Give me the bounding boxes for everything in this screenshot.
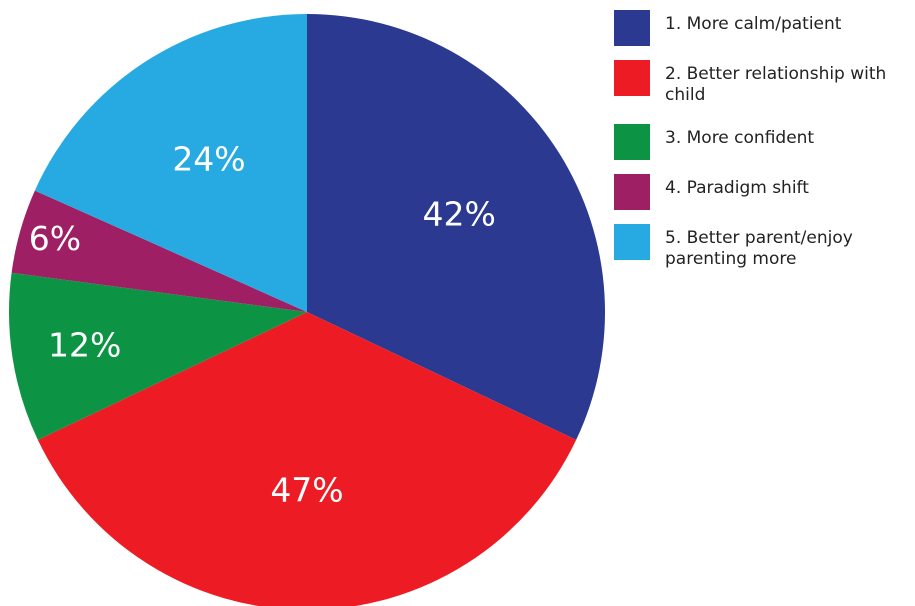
legend-item-confident: 3. More confident: [614, 124, 914, 174]
pie-label-calm: 42%: [423, 194, 496, 233]
pie-slice-confident: [9, 272, 307, 440]
legend-label-better-parent: 5. Better parent/enjoy parenting more: [665, 228, 853, 269]
legend-swatch-confident: [614, 124, 650, 160]
pie-label-relationship: 47%: [270, 471, 343, 510]
pie-label-confident: 12%: [48, 325, 121, 364]
pie-label-paradigm: 6%: [29, 219, 81, 258]
legend-swatch-relationship: [614, 60, 650, 96]
pie-slices: [9, 14, 606, 606]
legend-label-paradigm: 4. Paradigm shift: [665, 178, 809, 198]
legend-label-calm: 1. More calm/patient: [665, 14, 842, 34]
pie-slice-better-parent: [34, 14, 308, 312]
legend-label-relationship: 2. Better relationship with child: [665, 64, 887, 105]
pie-slice-relationship: [37, 312, 577, 606]
legend-item-paradigm: 4. Paradigm shift: [614, 174, 914, 224]
legend-item-better-parent: 5. Better parent/enjoy parenting more: [614, 224, 914, 274]
legend-label-confident: 3. More confident: [665, 128, 815, 148]
pie-slice-calm: [307, 14, 606, 440]
pie-labels: 42% 47% 12% 6% 24%: [29, 140, 496, 510]
legend-item-calm: 1. More calm/patient: [614, 10, 914, 60]
pie-label-better-parent: 24%: [172, 140, 245, 179]
legend-swatch-paradigm: [614, 174, 650, 210]
pie-slice-paradigm: [11, 190, 308, 312]
legend-item-relationship: 2. Better relationship with child: [614, 60, 914, 124]
legend-swatch-better-parent: [614, 224, 650, 260]
legend-swatch-calm: [614, 10, 650, 46]
legend: 1. More calm/patient 2. Better relations…: [614, 10, 914, 274]
